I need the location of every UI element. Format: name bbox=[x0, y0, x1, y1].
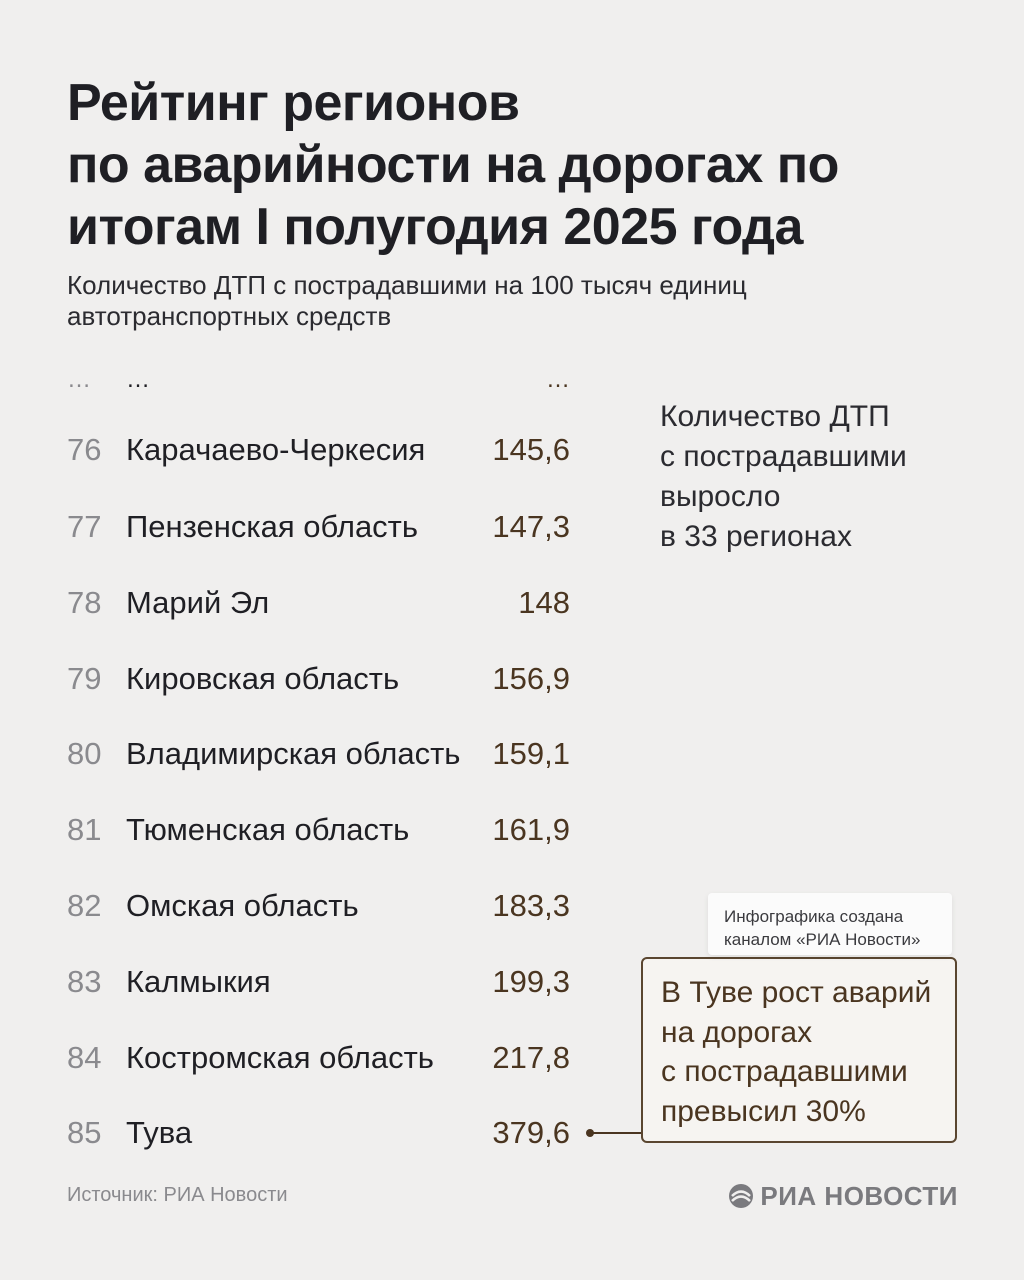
region: Владимирская область bbox=[126, 736, 461, 771]
value: … bbox=[546, 366, 570, 393]
table-row: 81 Тюменская область 161,9 bbox=[0, 810, 600, 850]
region: Марий Эл bbox=[126, 585, 270, 620]
value: 199,3 bbox=[492, 964, 570, 999]
region: Пензенская область bbox=[126, 509, 419, 544]
logo: РИА НОВОСТИ bbox=[728, 1181, 958, 1212]
region: Кировская область bbox=[126, 661, 400, 696]
rank: 85 bbox=[67, 1115, 102, 1150]
table-row: 83 Калмыкия 199,3 bbox=[0, 962, 600, 1002]
callout-line: В Туве рост аварий bbox=[661, 976, 932, 1009]
side-note: Количество ДТП с пострадавшими выросло в 33… bbox=[660, 397, 907, 557]
table-row: 85 Тува 379,6 bbox=[0, 1113, 600, 1153]
rank: 80 bbox=[67, 736, 102, 771]
region: Тува bbox=[126, 1115, 193, 1150]
rank: 84 bbox=[67, 1040, 102, 1075]
side-note-line: Количество ДТП bbox=[660, 400, 890, 433]
value: 379,6 bbox=[492, 1115, 570, 1150]
value: 147,3 bbox=[492, 509, 570, 544]
table-row: 77 Пензенская область 147,3 bbox=[0, 507, 600, 547]
region: Омская область bbox=[126, 888, 359, 923]
table-row: 80 Владимирская область 159,1 bbox=[0, 734, 600, 774]
subtitle: Количество ДТП с пострадавшими на 100 ты… bbox=[67, 270, 747, 332]
value: 156,9 bbox=[492, 661, 570, 696]
badge-line: каналом «РИА Новости» bbox=[724, 930, 921, 949]
rank: 77 bbox=[67, 509, 102, 544]
side-note-line: выросло bbox=[660, 480, 781, 513]
callout-connector bbox=[586, 1129, 642, 1137]
title-line: Рейтинг регионов bbox=[67, 74, 520, 132]
rank: 78 bbox=[67, 585, 102, 620]
rank: 83 bbox=[67, 964, 102, 999]
title-line: итогам I полугодия 2025 года bbox=[67, 198, 803, 256]
callout-line: превысил 30% bbox=[661, 1094, 866, 1128]
rank: 82 bbox=[67, 888, 102, 923]
value: 183,3 bbox=[492, 888, 570, 923]
table-row: 78 Марий Эл 148 bbox=[0, 583, 600, 623]
value: 145,6 bbox=[492, 432, 570, 467]
title: Рейтинг регионов по аварийности на дорога… bbox=[67, 72, 839, 258]
value: 217,8 bbox=[492, 1040, 570, 1075]
value: 159,1 bbox=[492, 736, 570, 771]
rank: 79 bbox=[67, 661, 102, 696]
source: Источник: РИА Новости bbox=[67, 1184, 288, 1206]
logo-text: РИА НОВОСТИ bbox=[760, 1181, 958, 1211]
region: Калмыкия bbox=[126, 964, 271, 999]
value: 148 bbox=[518, 585, 570, 620]
region: … bbox=[126, 366, 150, 393]
rank: 81 bbox=[67, 812, 102, 847]
rank: 76 bbox=[67, 432, 102, 467]
value: 161,9 bbox=[492, 812, 570, 847]
subtitle-line: автотранспортных средств bbox=[67, 301, 392, 331]
title-line: по аварийности на дорогах по bbox=[67, 136, 839, 194]
subtitle-line: Количество ДТП с пострадавшими на 100 ты… bbox=[67, 270, 747, 300]
side-note-line: в 33 регионах bbox=[660, 520, 852, 553]
callout: В Туве рост аварий на дорогах с пострадавш… bbox=[641, 957, 957, 1143]
badge-line: Инфографика создана bbox=[724, 907, 904, 926]
table-row: … … … bbox=[0, 360, 600, 400]
region: Карачаево-Черкесия bbox=[126, 432, 426, 467]
table-row: 76 Карачаево-Черкесия 145,6 bbox=[0, 430, 600, 470]
callout-line: на дорогах bbox=[661, 1015, 813, 1049]
side-note-line: с пострадавшими bbox=[660, 440, 907, 473]
table-row: 84 Костромская область 217,8 bbox=[0, 1038, 600, 1078]
table-row: 79 Кировская область 156,9 bbox=[0, 659, 600, 699]
logo-icon bbox=[729, 1184, 754, 1208]
callout-line: с пострадавшими bbox=[661, 1055, 908, 1088]
rank: … bbox=[67, 366, 91, 393]
region: Тюменская область bbox=[126, 812, 410, 847]
table-row: 82 Омская область 183,3 bbox=[0, 886, 600, 926]
region: Костромская область bbox=[126, 1040, 434, 1075]
credit-badge: Инфографика создана каналом «РИА Новости» bbox=[708, 893, 952, 955]
